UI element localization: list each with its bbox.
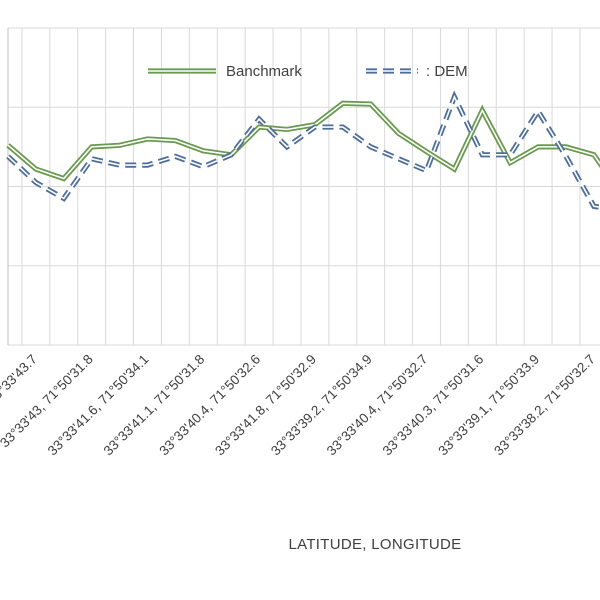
horizontal-gridlines [8,27,600,346]
x-tick-label: 33°33'40.4, 71°50'32.6 [156,352,263,459]
x-tick-label: 33°33'40.4, 71°50'32.7 [324,352,431,459]
x-tick-label: 33°33'41.8, 71°50'32.9 [212,352,319,459]
vertical-gridlines [21,28,581,345]
x-tick-labels: 33°33'43.733°33'43, 71°50'31.833°33'41.6… [0,352,598,459]
x-tick-label: 33°33'39.2, 71°50'34.9 [268,352,375,459]
x-axis-label: LATITUDE, LONGITUDE [289,536,462,553]
x-tick-label: 33°33'41.1, 71°50'31.8 [101,352,208,459]
legend-label: Banchmark [226,63,302,80]
x-tick-label: 33°33'41.6, 71°50'34.1 [45,352,152,459]
series-line-outer [6,90,600,210]
legend: Banchmark : DEM [148,63,468,80]
x-tick-label: 33°33'40.3, 71°50'31.6 [380,352,487,459]
series-dem-line [6,90,600,210]
x-tick-label: 33°33'38.2, 71°50'32.7 [491,352,598,459]
series-line-inner [7,94,600,208]
series-layer [6,90,600,210]
x-tick-label: 33°33'43.7 [0,352,40,408]
x-tick-label: 33°33'39.1, 71°50'33.9 [435,352,542,459]
legend-label: : DEM [426,63,468,80]
